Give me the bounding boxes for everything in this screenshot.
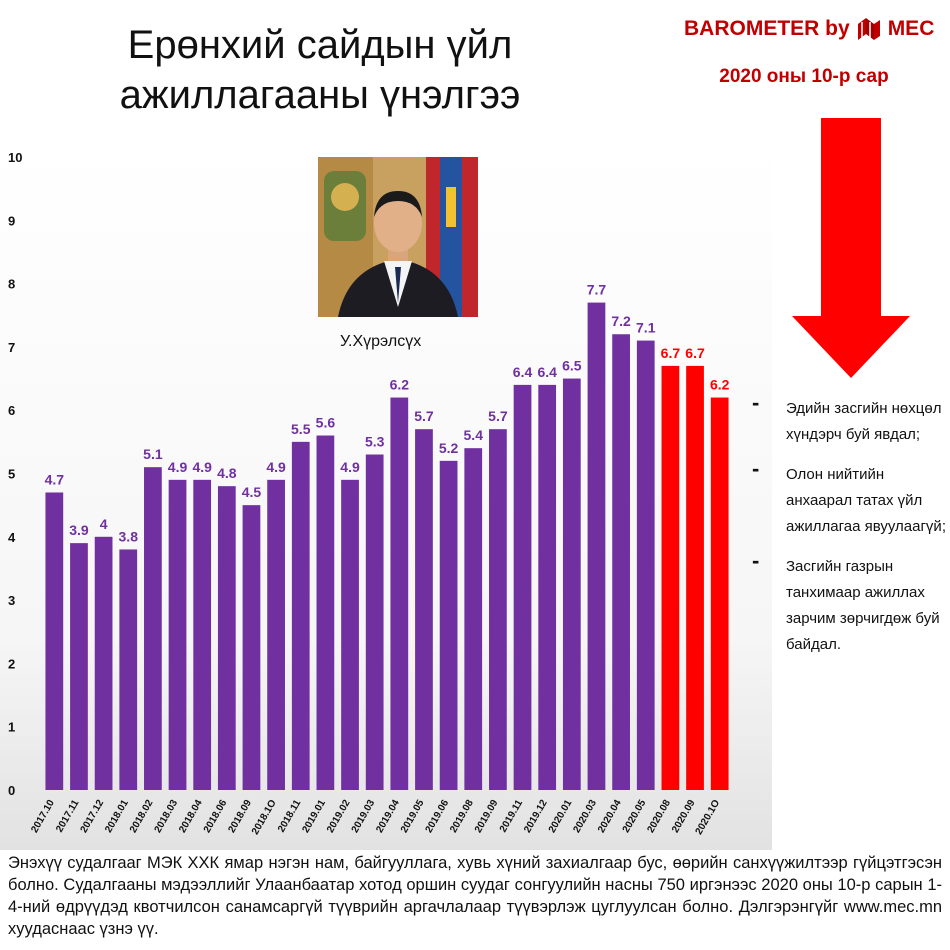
brand-name: BAROMETER by: [684, 17, 850, 40]
y-tick-label: 5: [8, 467, 15, 482]
reason-text: Олон нийтийн анхаарал татах үйл ажиллага…: [786, 466, 946, 535]
down-arrow-icon: [790, 118, 912, 385]
data-label: 6.7: [685, 345, 705, 361]
portrait-photo: [318, 157, 478, 317]
bar: [365, 454, 384, 790]
bar: [267, 479, 285, 790]
data-label: 6.7: [661, 345, 681, 361]
data-label: 5.4: [464, 427, 484, 443]
x-tick-label: 2018.11: [276, 798, 304, 835]
bar: [291, 441, 310, 790]
bar: [710, 397, 729, 790]
data-label: 5.6: [316, 415, 336, 431]
photo-caption: У.Хүрэлсүх: [340, 333, 422, 350]
data-label: 5.7: [414, 408, 434, 424]
bar: [686, 365, 704, 790]
bar: [415, 429, 433, 790]
data-label: 5.7: [488, 408, 508, 424]
bar: [193, 479, 212, 790]
reason-text: Эдийн засгийн нөхцөл хүндэрч буй явдал;: [786, 400, 942, 443]
y-tick-label: 3: [8, 593, 15, 608]
x-tick-label: 2019.11: [498, 798, 526, 835]
bar: [217, 486, 236, 790]
data-label: 4.7: [45, 471, 65, 487]
bar-chart: 0123456789104.72017.103.92017.1142017.12…: [8, 150, 730, 837]
data-label: 5.1: [143, 446, 163, 462]
data-label: 3.9: [69, 522, 89, 538]
bullet-dash-icon: -: [752, 548, 760, 573]
bar: [119, 549, 138, 790]
bar: [587, 302, 606, 790]
brand: BAROMETER by MEC: [684, 16, 942, 42]
data-label: 4.9: [168, 459, 188, 475]
data-label: 4: [100, 516, 108, 532]
bar: [390, 397, 409, 790]
methodology-note: Энэхүү судалгааг МЭК ХХК ямар нэгэн нам,…: [8, 854, 942, 938]
bar: [242, 505, 261, 790]
bar: [94, 536, 113, 790]
bar: [70, 543, 88, 790]
data-label: 7.1: [636, 320, 656, 336]
x-tick-label: 2017.11: [54, 798, 82, 835]
data-label: 4.9: [340, 459, 360, 475]
data-label: 7.7: [587, 282, 607, 298]
title-line-2: ажиллагааны үнэлгээ: [119, 73, 521, 117]
y-tick-label: 6: [8, 403, 15, 418]
data-label: 6.4: [537, 364, 557, 380]
bar: [316, 435, 335, 790]
bullet-dash-icon: -: [752, 390, 760, 415]
page-title: Ерөнхий сайдын үйл ажиллагааны үнэлгээ: [40, 20, 600, 120]
y-tick-label: 8: [8, 277, 15, 292]
data-label: 6.5: [562, 358, 582, 374]
list-item: - Эдийн засгийн нөхцөл хүндэрч буй явдал…: [752, 390, 950, 448]
data-label: 6.2: [710, 377, 730, 393]
data-label: 4.9: [266, 459, 286, 475]
list-item: - Олон нийтийн анхаарал татах үйл ажилла…: [752, 456, 950, 540]
bar: [538, 384, 557, 790]
bar: [439, 460, 458, 790]
data-label: 4.5: [242, 484, 262, 500]
data-label: 7.2: [611, 313, 631, 329]
reasons-list: - Эдийн засгийн нөхцөл хүндэрч буй явдал…: [752, 390, 950, 672]
y-tick-label: 1: [8, 720, 15, 735]
bar: [636, 340, 655, 790]
x-tick-label: 2018.1O: [250, 798, 279, 837]
data-label: 4.9: [192, 459, 212, 475]
bar: [489, 429, 507, 790]
y-tick-label: 0: [8, 783, 15, 798]
data-label: 4.8: [217, 465, 237, 481]
brand-logo-text: MEC: [887, 17, 935, 40]
bar: [168, 479, 187, 790]
bullet-dash-icon: -: [752, 456, 760, 481]
bar: [562, 378, 581, 790]
y-tick-label: 4: [8, 530, 16, 545]
bar: [661, 365, 680, 790]
bar: [144, 467, 162, 790]
list-item: - Засгийн газрын танхимаар ажиллах зарчи…: [752, 548, 950, 658]
bar: [612, 334, 630, 790]
data-label: 5.5: [291, 421, 311, 437]
mec-logo-icon: [856, 16, 882, 42]
y-tick-label: 2: [8, 656, 15, 671]
data-label: 3.8: [119, 528, 139, 544]
bar: [341, 479, 359, 790]
data-label: 5.3: [365, 434, 385, 450]
survey-date: 2020 оны 10-р сар: [719, 66, 889, 87]
x-tick-label: 2020.1O: [694, 798, 723, 837]
y-tick-label: 10: [8, 150, 22, 165]
bar: [45, 492, 64, 790]
data-label: 6.2: [390, 377, 410, 393]
bar: [464, 448, 483, 790]
title-line-1: Ерөнхий сайдын үйл: [127, 23, 513, 67]
y-tick-label: 9: [8, 213, 15, 228]
reason-text: Засгийн газрын танхимаар ажиллах зарчим …: [786, 558, 940, 653]
bar: [513, 384, 532, 790]
y-tick-label: 7: [8, 340, 15, 355]
data-label: 6.4: [513, 364, 533, 380]
data-label: 5.2: [439, 440, 459, 456]
